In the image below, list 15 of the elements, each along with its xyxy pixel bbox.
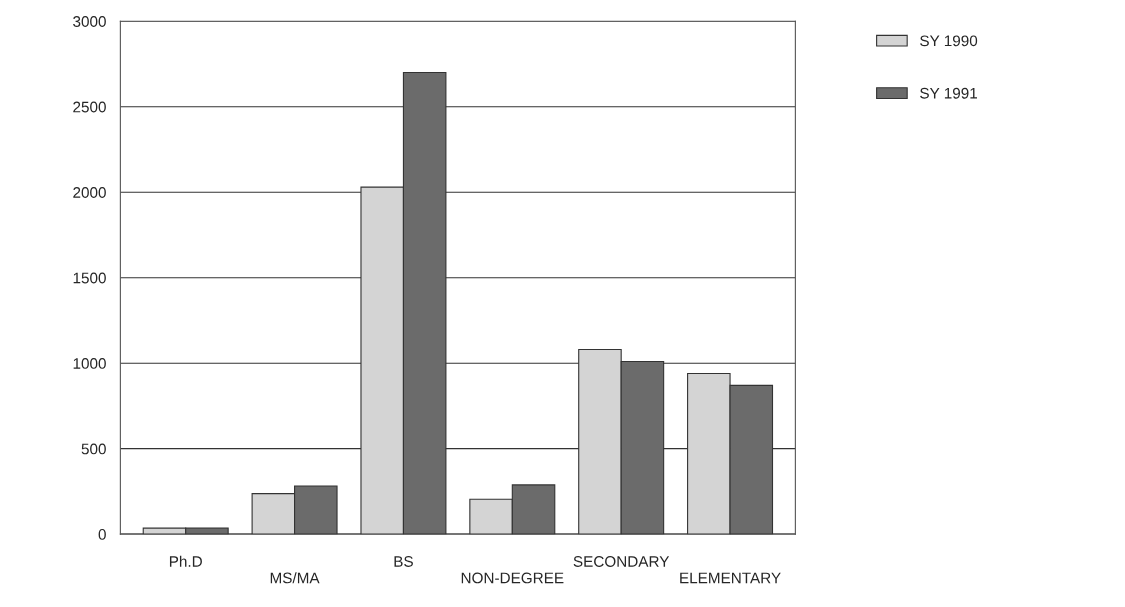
y-tick-label: 1500 bbox=[73, 272, 106, 284]
x-tick-label: MS/MA bbox=[270, 572, 320, 584]
x-tick-label: ELEMENTARY bbox=[680, 572, 781, 584]
y-tick-label: 2500 bbox=[73, 101, 106, 113]
x-tick-label: NON-DEGREE bbox=[461, 572, 564, 584]
y-tick-label: 2000 bbox=[73, 187, 106, 198]
y-tick-label: 0 bbox=[98, 529, 106, 540]
x-tick-label: SECONDARY bbox=[573, 556, 670, 567]
y-tick-label: 1000 bbox=[73, 358, 106, 369]
legend-label: SY 1990 bbox=[920, 35, 978, 47]
y-tick-label: 3000 bbox=[73, 16, 106, 27]
y-tick-label: 500 bbox=[81, 443, 106, 455]
x-tick-label: BS bbox=[394, 556, 413, 567]
legend-label: SY 1991 bbox=[920, 87, 977, 99]
x-tick-label: Ph.D bbox=[169, 555, 202, 567]
